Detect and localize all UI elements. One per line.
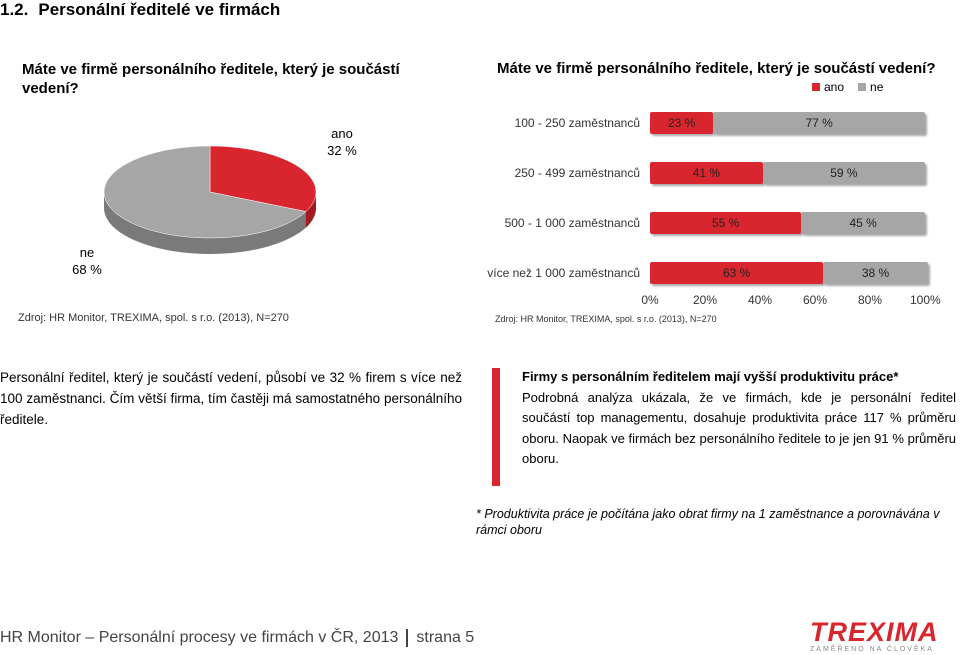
section-heading: 1.2. Personální ředitelé ve firmách [0,0,280,20]
logo-wordmark: TREXIMA [810,617,939,647]
logo-tagline: ZAMĚŘENO NA ČLOVĚKA [810,646,934,653]
legend-swatch-ano [812,83,820,91]
x-tick-label: 40% [747,293,773,307]
x-tick-label: 20% [692,293,718,307]
pie-label-ne-value: 68 % [72,262,102,277]
x-tick-label: 80% [857,293,883,307]
bar-value-label: 45 % [849,216,877,230]
left-paragraph: Personální ředitel, který je součástí ve… [0,370,462,427]
bar-value-label: 41 % [692,166,721,180]
pie-label-ne: ne 68 % [67,244,107,278]
legend-item-ne: ne [858,80,883,94]
x-tick-label: 100% [910,293,941,307]
category-label: více než 1 000 zaměstnanců [487,266,640,280]
legend-item-ano: ano [812,80,844,94]
bar-value-label: 77 % [805,116,833,130]
footnote: * Produktivita práce je počítána jako ob… [476,507,940,537]
pie-chart [103,145,317,254]
bar-segment-ano: 23 % [650,112,714,134]
bar-chart: 100 - 250 zaměstnanců 23 % 77 % 250 - 499 z… [480,100,941,315]
pie-label-ano: ano 32 % [322,125,362,159]
trexima-logo: TREXIMA ZAMĚŘENO NA ČLOVĚKA [810,617,950,654]
footer-separator [406,629,409,647]
section-title: Personální ředitelé ve firmách [38,0,281,19]
category-label: 500 - 1 000 zaměstnanců [504,216,640,230]
bar-segment-ano: 55 % [650,212,802,234]
pie-label-ne-name: ne [79,245,95,260]
bar-segment-ne: 38 % [823,262,928,284]
x-tick-label: 0% [641,293,659,307]
pie-slice-ne [103,145,307,239]
legend-swatch-ne [858,83,867,91]
right-paragraph: Podrobná analýza ukázala, že ve firmách,… [522,389,956,467]
bar-question: Máte ve firmě personálního ředitele, kte… [497,60,936,77]
pie-source: Zdroj: HR Monitor, TREXIMA, spol. s r.o.… [18,312,289,324]
bar-segment-ano: 41 % [650,162,763,184]
section-number: 1.2. [0,0,29,19]
pie-side-ano [305,192,316,228]
x-tick-label: 60% [802,293,828,307]
legend-label-ano: ano [824,80,845,94]
accent-bar [492,368,500,486]
category-label: 250 - 499 zaměstnanců [514,166,640,180]
bar-segment-ano: 63 % [650,262,824,284]
footer-report: HR Monitor – Personální procesy ve firmá… [0,629,399,647]
pie-label-ano-value: 32 % [327,143,357,158]
pie-question: Máte ve firmě personálního ředitele, kte… [22,61,400,97]
pie-side [104,192,316,254]
footer: HR Monitor – Personální procesy ve firmá… [0,629,474,647]
bar-value-label: 63 % [722,266,751,280]
bar-value-label: 59 % [830,166,858,180]
bar-value-label: 23 % [667,116,696,130]
legend-label-ne: ne [870,80,884,94]
footer-page: strana 5 [416,629,475,647]
right-text: Firmy s personálním ředitelem mají vyšší… [522,367,956,470]
pie-slice-ano [209,145,317,212]
bar-value-label: 38 % [861,266,890,280]
category-label: 100 - 250 zaměstnanců [514,116,640,130]
bar-source: Zdroj: HR Monitor, TREXIMA, spol. s r.o.… [495,314,717,324]
bar-segment-ne: 59 % [762,162,925,184]
bar-segment-ne: 77 % [713,112,925,134]
bar-value-label: 55 % [711,216,740,230]
pie-label-ano-name: ano [331,126,353,141]
bar-legend: ano ne [812,80,897,94]
bar-segment-ne: 45 % [801,212,925,234]
right-lead: Firmy s personálním ředitelem mají vyšší… [522,369,899,384]
